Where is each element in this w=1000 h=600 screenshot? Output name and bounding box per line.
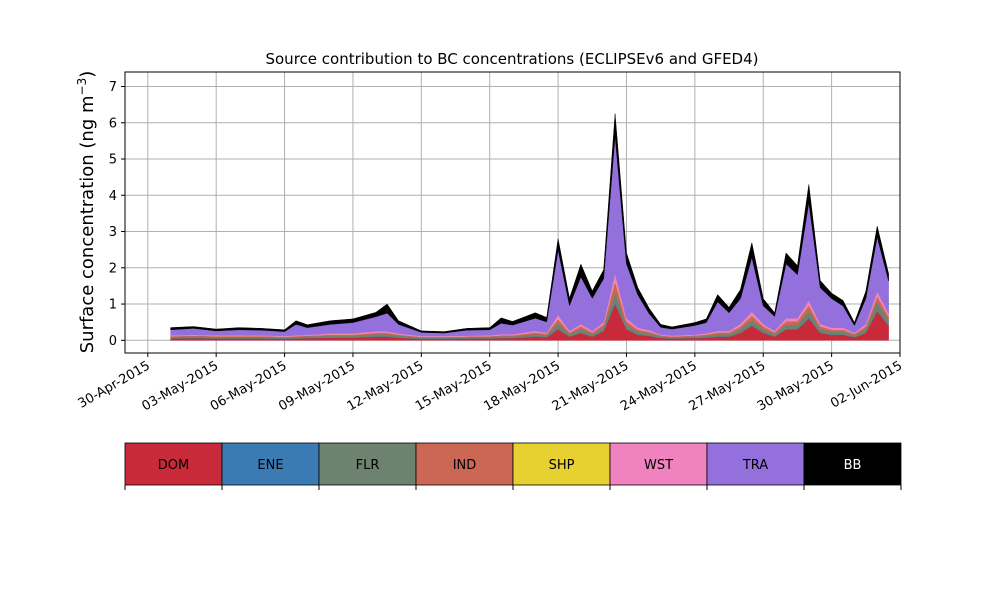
- y-axis-label: Surface concentration (ng m−3): [75, 71, 98, 354]
- legend-swatch-dom: [124, 442, 223, 486]
- x-tick-label: 21-May-2015: [550, 358, 632, 414]
- x-tick-label: 03-May-2015: [139, 358, 221, 414]
- legend-label-wst: WST: [644, 458, 673, 473]
- legend-swatch-ene: [221, 442, 320, 486]
- x-tick-label: 24-May-2015: [618, 358, 700, 414]
- x-tick-label: 12-May-2015: [345, 358, 427, 414]
- y-tick-label: 5: [109, 153, 117, 168]
- legend-swatch-tra: [706, 442, 805, 486]
- x-tick-label: 06-May-2015: [208, 358, 290, 414]
- legend-label-ene: ENE: [257, 458, 283, 473]
- x-tick-label: 30-May-2015: [755, 358, 837, 414]
- y-axis-label-exponent: −3: [75, 78, 89, 96]
- legend-label-ind: IND: [453, 458, 477, 473]
- legend-swatch-bb: [803, 442, 902, 486]
- legend: DOM ENE FLR IND SHP WST TRA BB: [124, 442, 902, 490]
- x-tick-label: 15-May-2015: [413, 358, 495, 414]
- legend-label-shp: SHP: [549, 458, 575, 473]
- y-axis: 0 1 2 3 4 5 6 7: [109, 80, 125, 349]
- x-axis: 30-Apr-201503-May-201506-May-201509-May-…: [76, 353, 905, 414]
- plot-frame: [124, 71, 901, 354]
- area-series-tra: [170, 135, 889, 337]
- y-tick-label: 6: [109, 116, 117, 131]
- legend-label-flr: FLR: [356, 458, 380, 473]
- x-tick-label: 02-Jun-2015: [828, 358, 905, 411]
- area-series-bb: [170, 113, 889, 334]
- y-tick-label: 4: [109, 189, 117, 204]
- y-tick-label: 2: [109, 261, 117, 276]
- x-tick-label: 09-May-2015: [276, 358, 358, 414]
- legend-label-bb: BB: [844, 458, 862, 473]
- x-tick-label: 18-May-2015: [481, 358, 563, 414]
- legend-swatch-flr: [318, 442, 417, 486]
- y-tick-label: 1: [109, 298, 117, 313]
- stacked-areas: [170, 113, 889, 341]
- chart-title: Source contribution to BC concentrations…: [265, 50, 758, 68]
- y-tick-label: 0: [109, 334, 117, 349]
- legend-label-tra: TRA: [742, 458, 768, 473]
- grid: [125, 72, 901, 353]
- legend-label-dom: DOM: [158, 458, 189, 473]
- x-tick-label: 27-May-2015: [687, 358, 769, 414]
- y-tick-label: 7: [109, 80, 117, 95]
- y-axis-label-close: ): [77, 71, 98, 78]
- y-tick-label: 3: [109, 225, 117, 240]
- y-axis-label-main: Surface concentration (ng m: [77, 95, 98, 353]
